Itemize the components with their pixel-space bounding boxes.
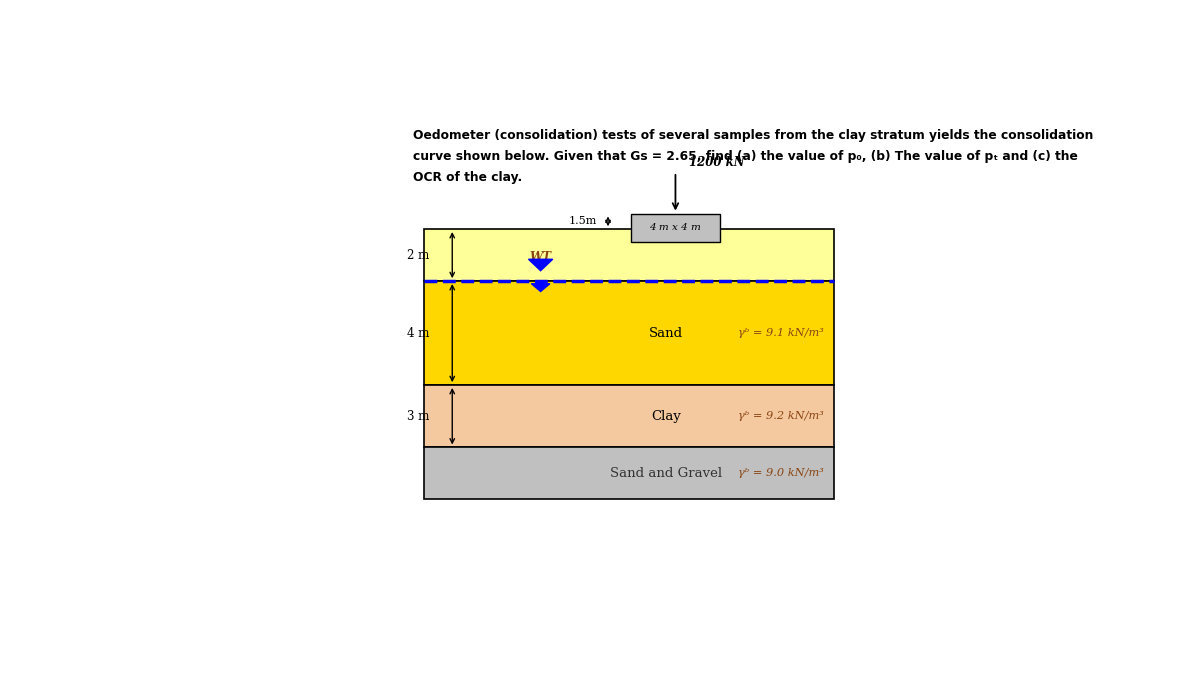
Text: Oedometer (consolidation) tests of several samples from the clay stratum yields : Oedometer (consolidation) tests of sever… [413,129,1093,142]
Text: OCR of the clay.: OCR of the clay. [413,171,522,184]
Text: γᵇ = 9.2 kN/m³: γᵇ = 9.2 kN/m³ [738,411,824,421]
Text: 4 m x 4 m: 4 m x 4 m [649,223,701,232]
Text: 1.5m: 1.5m [569,216,596,226]
Text: 4 m: 4 m [407,327,430,340]
Bar [425,281,834,385]
Text: curve shown below. Given that Gs = 2.65, find (a) the value of p₀, (b) The value: curve shown below. Given that Gs = 2.65,… [413,150,1078,163]
Text: Sand and Gravel: Sand and Gravel [610,467,722,480]
Polygon shape [528,259,553,271]
Text: 1200 kN: 1200 kN [689,157,745,169]
Polygon shape [532,284,550,292]
Text: Clay: Clay [652,410,682,423]
Bar [631,213,720,242]
Bar [425,385,834,448]
Text: 3 m: 3 m [407,410,430,423]
Bar [425,448,834,500]
Bar [425,229,834,281]
Text: Sand: Sand [649,327,683,340]
Text: WT: WT [529,251,552,264]
Text: 2 m: 2 m [407,248,430,262]
Text: γᵇ = 9.0 kN/m³: γᵇ = 9.0 kN/m³ [738,468,824,479]
Text: γᵇ = 9.1 kN/m³: γᵇ = 9.1 kN/m³ [738,328,824,338]
